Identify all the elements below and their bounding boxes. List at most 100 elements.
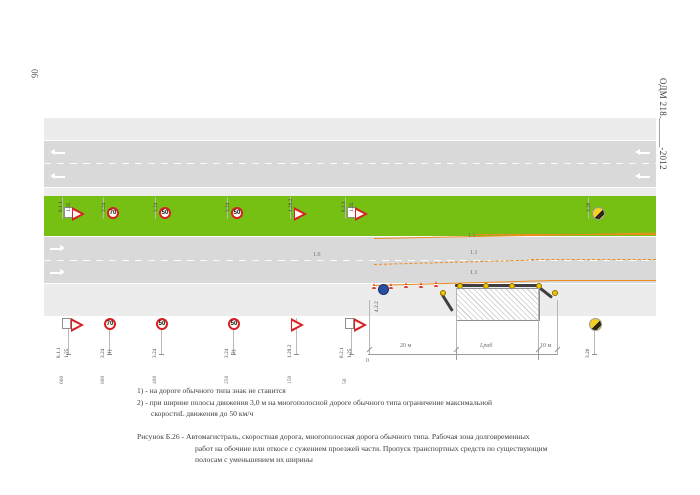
- dimension-line: [368, 354, 558, 355]
- direction-arrow-upper-2: [50, 173, 65, 180]
- sign-post-foot: [107, 354, 112, 355]
- bottom-sign-7[interactable]: 3.26: [585, 318, 602, 358]
- warning-triangle-icon: [354, 318, 367, 332]
- plan-sign-3[interactable]: 50 3.24: [153, 197, 171, 219]
- work-zone-hatched-area: [456, 288, 540, 321]
- sign-post: [227, 197, 228, 219]
- dimension-label-1: 20 м: [400, 343, 412, 349]
- plan-sign-1[interactable]: 8.1.1 1.25: [58, 197, 85, 221]
- direction-arrow-upper-3: [635, 149, 650, 156]
- dimension-tick-start: [366, 346, 373, 353]
- speed-limit-icon: 70: [107, 207, 119, 219]
- sign-post: [161, 318, 162, 354]
- dimension-label-2-text: Lраб: [480, 343, 493, 349]
- bottom-sign-1[interactable]: 8.1.1 1.25 600: [56, 318, 84, 384]
- speed-limit-icon: 50: [156, 318, 168, 330]
- figure-notes: 1) - на дороге обычного типа знак не ста…: [137, 385, 607, 420]
- bottom-sign-1-code-b: 1.25: [64, 348, 70, 358]
- bottom-sign-5[interactable]: 1.20.2 150: [287, 318, 304, 384]
- sign-post: [351, 318, 352, 354]
- speed-limit-value: 70: [106, 321, 114, 327]
- warning-triangle-icon: [71, 318, 84, 332]
- edge-line-4: [44, 283, 656, 284]
- note-2: 2) - при ширине полосы движения 3,0 м на…: [137, 397, 493, 407]
- dimension-label-3: 10 м: [540, 343, 552, 349]
- bottom-sign-2[interactable]: 70 3.24 1) 800: [100, 318, 116, 384]
- bottom-sign-4-distance: 250: [224, 375, 230, 384]
- bottom-sign-3-distance: 400: [152, 375, 158, 384]
- cone-icon-3: [403, 282, 409, 288]
- speed-limit-value: 50: [158, 321, 166, 327]
- plan-sign-4[interactable]: 50 3.24: [225, 197, 243, 219]
- projection-line-left: [456, 288, 457, 354]
- sign-post: [345, 197, 346, 219]
- plan-sign-2[interactable]: 70 3.24: [101, 197, 119, 219]
- plan-sign-5[interactable]: 1.20.2: [288, 197, 307, 221]
- bottom-sign-3[interactable]: 50 3.24 400: [152, 318, 168, 384]
- barrier-sign-4-2-2[interactable]: 4.2.2: [374, 284, 389, 312]
- marking-label-3: 1.1: [470, 250, 478, 256]
- caption-line-1: Рисунок Б.26 - Автомагистраль, скоростна…: [137, 432, 530, 441]
- warning-lamp-6: [552, 290, 558, 296]
- direction-arrow-lower-2: [50, 269, 65, 276]
- distance-plate-icon: [62, 318, 71, 329]
- plan-sign-5-code: 1.20.2: [288, 198, 294, 212]
- note-2-continuation: скоростиL движения до 50 км/ч: [151, 409, 254, 418]
- lane-divider-lower: [44, 260, 656, 261]
- page-number: 90: [30, 69, 40, 78]
- road-plan-drawing: [44, 118, 656, 316]
- figure-caption: Рисунок Б.26 - Автомагистраль, скоростна…: [137, 431, 607, 466]
- band-upper-carriageway: [44, 140, 656, 188]
- dimension-chain: 20 м Lраб 10 м 0: [366, 338, 561, 364]
- sign-post: [155, 197, 156, 219]
- bottom-sign-6-code-a: 8.2.1: [339, 347, 345, 358]
- cone-icon-1: [371, 283, 377, 289]
- bottom-sign-4[interactable]: 50 3.24 2) 250: [224, 318, 240, 384]
- end-restriction-icon: [589, 318, 602, 331]
- projection-line-right: [538, 288, 539, 354]
- end-restriction-icon: [592, 207, 605, 220]
- temp-marking-upper-edge-2: [474, 234, 656, 235]
- direction-arrow-upper-4: [635, 173, 650, 180]
- plan-sign-7[interactable]: 3.26: [586, 197, 605, 220]
- bottom-sign-5-distance: 150: [287, 375, 293, 384]
- sign-post-foot: [294, 354, 299, 355]
- cone-icon-4: [418, 282, 424, 288]
- bottom-sign-6-code-b: 1.25: [347, 348, 353, 358]
- sign-post-foot: [159, 354, 164, 355]
- sign-post: [594, 318, 595, 354]
- bottom-sign-3-code: 3.24: [152, 348, 158, 358]
- sign-post-foot: [66, 354, 71, 355]
- plan-sign-2-code: 3.24: [101, 202, 107, 212]
- note-1: 1) - на дороге обычного типа знак не ста…: [137, 386, 286, 395]
- direction-arrow-upper-1: [50, 149, 65, 156]
- sign-post: [290, 197, 291, 219]
- barrier-sign-code: 4.2.2: [374, 301, 380, 312]
- speed-limit-value: 50: [230, 321, 238, 327]
- plan-sign-3-code: 3.24: [153, 202, 159, 212]
- bottom-sign-6[interactable]: 8.2.1 1.25 50: [339, 318, 367, 384]
- bottom-sign-6-distance: 50: [342, 378, 348, 385]
- caption-line-3: полосам с уменьшением их ширины: [195, 455, 313, 464]
- plan-sign-1-code-b: 1.25: [66, 202, 72, 212]
- bottom-sign-2-footnote: 1): [107, 349, 113, 354]
- dimension-extension-1: [456, 348, 457, 360]
- bottom-sign-4-code: 3.24: [224, 348, 230, 358]
- bottom-sign-1-code-a: 8.1.1: [56, 347, 62, 358]
- marking-label-2: 1.6: [313, 252, 321, 258]
- dimension-label-2: Lраб: [480, 343, 492, 349]
- plan-sign-6[interactable]: 8.2.1 1.25: [341, 197, 368, 221]
- speed-limit-value: 70: [109, 210, 117, 216]
- detour-direction-icon: [378, 284, 389, 295]
- bottom-sign-7-code: 3.26: [585, 348, 591, 358]
- sign-post: [588, 197, 589, 219]
- distance-plate-icon: [345, 318, 354, 329]
- sign-post-foot: [349, 354, 354, 355]
- sign-post: [109, 318, 110, 354]
- dimension-tick-end: [554, 346, 561, 353]
- marking-label-4: 1.1: [470, 270, 478, 276]
- sign-post-foot: [231, 354, 236, 355]
- sign-post: [68, 318, 69, 354]
- speed-limit-value: 50: [161, 210, 169, 216]
- sign-post: [233, 318, 234, 354]
